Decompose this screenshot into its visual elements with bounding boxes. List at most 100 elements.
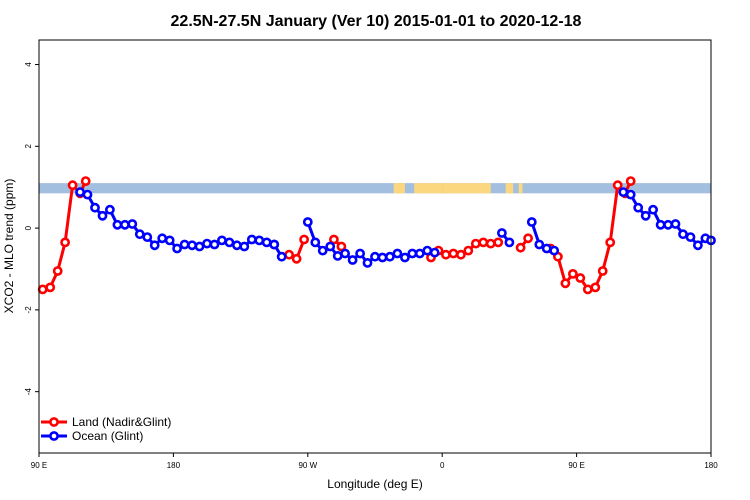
chart-title: 22.5N-27.5N January (Ver 10) 2015-01-01 … xyxy=(171,13,582,30)
series-0-point-0-3 xyxy=(60,237,70,248)
x-tick-label-3: 0 xyxy=(440,461,445,470)
series-1-line-5 xyxy=(622,190,712,247)
series-0 xyxy=(37,176,636,295)
series-1-point-5-5 xyxy=(655,219,666,230)
series-1-point-5-6 xyxy=(663,219,673,230)
series-0-point-2-1 xyxy=(336,241,347,252)
series-1-point-2-8 xyxy=(362,257,373,268)
series-1-point-0-19 xyxy=(216,235,227,246)
series-0-point-0-0 xyxy=(37,284,48,295)
series-0-point-5-6 xyxy=(590,282,601,293)
series-0-point-5-5 xyxy=(582,284,593,295)
legend-marker-0 xyxy=(49,417,59,427)
x-axis: 90 E 180 90 W 0 90 E 180 xyxy=(31,453,718,470)
series-0-point-5-9 xyxy=(612,180,623,191)
series-0-point-2-0 xyxy=(328,234,339,245)
series-1-point-0-23 xyxy=(246,234,257,245)
x-tick-label-0: 90 E xyxy=(31,461,47,470)
series-1-point-4-1 xyxy=(534,239,545,250)
series-0-point-3-2 xyxy=(440,249,451,260)
series-1-point-5-9 xyxy=(685,232,696,242)
series-0-point-3-3 xyxy=(448,248,459,259)
series-1-point-0-14 xyxy=(179,239,190,250)
series-1-point-2-1 xyxy=(310,237,321,248)
series-0-point-3-6 xyxy=(470,238,481,249)
series-1-point-2-3 xyxy=(325,241,336,252)
legend-item-1: Ocean (Glint) xyxy=(41,429,143,443)
series-0-point-5-11 xyxy=(625,176,636,186)
y-tick-label-3: -2 xyxy=(24,306,33,314)
series-1-point-2-5 xyxy=(340,248,350,259)
series-0-point-5-2 xyxy=(560,278,571,289)
series-1-point-3-1 xyxy=(504,237,515,248)
series-1-point-2-6 xyxy=(347,255,358,265)
series-0-point-5-3 xyxy=(568,268,578,279)
series-1-point-0-17 xyxy=(202,238,212,249)
map-band-land-1 xyxy=(414,183,443,194)
series-0-point-3-4 xyxy=(455,249,466,260)
series-1-point-2-16 xyxy=(422,245,433,256)
series-1-point-2-11 xyxy=(384,251,395,262)
y-tick-label-4: -4 xyxy=(24,388,33,396)
series-0-point-4-1 xyxy=(523,233,533,244)
series-1-point-5-3 xyxy=(640,210,651,221)
x-tick-label-4: 90 E xyxy=(568,461,584,470)
y-tick-label-1: 2 xyxy=(24,144,33,149)
y-axis-label: XCO2 - MLO trend (ppm) xyxy=(2,179,16,314)
plot-frame xyxy=(38,39,712,454)
series-1-point-0-20 xyxy=(224,237,235,248)
map-band-land-0 xyxy=(393,183,405,194)
series-layer xyxy=(37,176,716,295)
series-0-point-0-2 xyxy=(52,266,63,276)
x-tick-label-5: 180 xyxy=(704,461,718,470)
series-1-point-2-13 xyxy=(399,252,410,263)
series-1-point-0-4 xyxy=(105,204,115,215)
series-0-point-5-8 xyxy=(605,237,616,248)
series-1-point-4-3 xyxy=(549,245,560,256)
series-1-point-0-5 xyxy=(112,219,123,230)
y-axis: 4 2 0 -2 -4 xyxy=(24,62,39,395)
legend-item-0: Land (Nadir&Glint) xyxy=(41,415,171,429)
series-1-point-2-0 xyxy=(302,217,313,227)
series-0-point-0-1 xyxy=(45,282,56,293)
series-0-line-5 xyxy=(549,180,633,291)
series-1-point-3-0 xyxy=(496,228,507,238)
series-1-point-2-2 xyxy=(317,245,328,256)
series-1-point-0-25 xyxy=(261,237,272,248)
series-1-point-0-18 xyxy=(209,239,220,250)
series-0-point-3-9 xyxy=(493,237,504,248)
series-1-point-0-8 xyxy=(134,229,145,240)
series-0-point-3-8 xyxy=(485,238,496,249)
y-tick-label-2: 0 xyxy=(24,225,33,230)
x-axis-label: Longitude (deg E) xyxy=(327,477,422,491)
series-0-point-0-4 xyxy=(67,180,78,191)
series-1-point-0-1 xyxy=(82,189,93,200)
series-1-point-0-24 xyxy=(254,235,265,246)
series-1-point-4-2 xyxy=(541,243,552,254)
map-band xyxy=(39,183,711,194)
series-1-point-2-10 xyxy=(377,252,388,263)
series-1-point-5-4 xyxy=(648,204,658,215)
x-tick-label-1: 180 xyxy=(167,461,181,470)
series-1-point-1-1 xyxy=(276,251,287,262)
series-1-point-0-10 xyxy=(149,240,160,251)
series-1-point-2-14 xyxy=(407,248,418,259)
series-0-point-1-2 xyxy=(299,234,309,245)
series-0-point-4-0 xyxy=(515,242,526,253)
series-1-point-0-7 xyxy=(127,219,138,229)
series-1-point-0-11 xyxy=(157,233,168,244)
series-1-line-0 xyxy=(79,190,275,250)
series-1-point-2-9 xyxy=(370,251,380,262)
series-1-point-1-0 xyxy=(269,239,280,250)
series-1-point-2-7 xyxy=(355,248,365,259)
y-tick-label-0: 4 xyxy=(24,62,33,67)
series-1-point-5-10 xyxy=(693,240,703,251)
series-1-point-0-6 xyxy=(120,219,130,230)
series-1-point-2-12 xyxy=(392,248,403,259)
legend: Land (Nadir&Glint)Ocean (Glint) xyxy=(41,415,171,443)
series-0-point-1-0 xyxy=(284,249,294,260)
series-1-point-0-13 xyxy=(172,243,182,254)
series-1-point-5-1 xyxy=(625,189,636,200)
map-band-ocean xyxy=(39,183,711,194)
